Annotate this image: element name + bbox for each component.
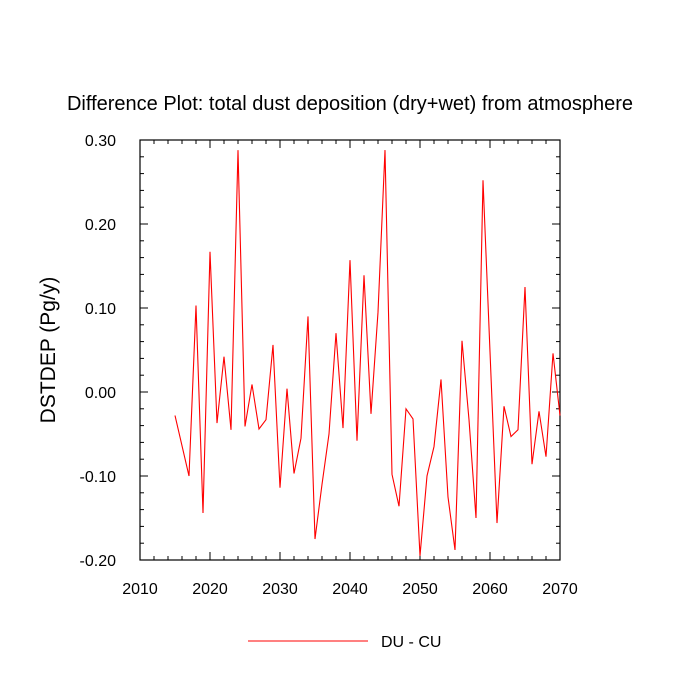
y-tick-label: -0.10: [80, 469, 117, 486]
legend: DU - CU: [248, 634, 441, 651]
x-tick-label: 2070: [542, 581, 578, 598]
y-tick-label: 0.20: [85, 217, 116, 234]
x-tick-label: 2030: [262, 581, 298, 598]
y-tick-label: 0.30: [85, 133, 116, 150]
x-tick-label: 2060: [472, 581, 508, 598]
plot-area: 2010 2020 2030 2040 2050 2060 2070 -0.20 -0.10 0.…: [80, 133, 578, 598]
series-line-du-cu: [174, 150, 561, 556]
legend-label: DU - CU: [381, 634, 441, 651]
x-tick-label: 2020: [192, 581, 228, 598]
x-tick-label: 2040: [332, 581, 368, 598]
y-tick-label: 0.10: [85, 301, 116, 318]
y-axis-label: DSTDEP (Pg/y): [37, 277, 60, 424]
x-tick-label: 2010: [122, 581, 158, 598]
y-tick-label: -0.20: [80, 553, 117, 570]
y-tick-label: 0.00: [85, 385, 116, 402]
chart-title: Difference Plot: total dust deposition (…: [67, 93, 633, 115]
x-tick-label: 2050: [402, 581, 438, 598]
